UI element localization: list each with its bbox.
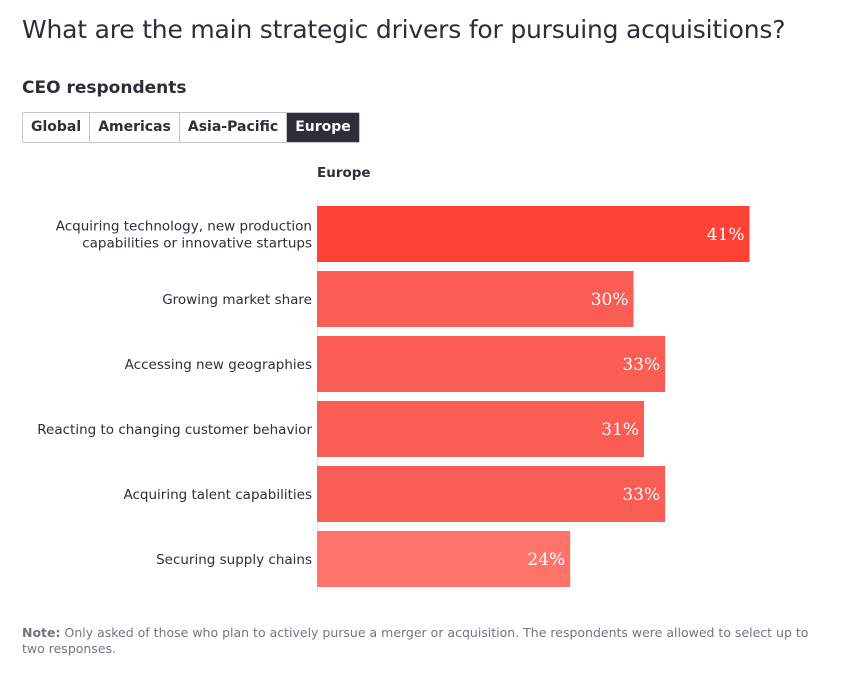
value-label: 24%	[527, 550, 565, 570]
note-text: Only asked of those who plan to actively…	[22, 625, 809, 656]
category-label: Reacting to changing customer behavior	[37, 422, 312, 438]
value-label: 33%	[622, 485, 660, 505]
bar-chart: Europe 41% Acquiring technology, new produ…	[37, 165, 750, 593]
category-label: Growing market share	[162, 292, 312, 308]
chart-title: What are the main strategic drivers for …	[22, 15, 786, 44]
bar	[317, 531, 571, 587]
region-tabs: Global Americas Asia-Pacific Europe	[22, 112, 360, 143]
bar	[317, 336, 666, 392]
tab-europe[interactable]: Europe	[287, 113, 359, 142]
category-label: Securing supply chains	[156, 552, 312, 568]
bar	[317, 206, 750, 262]
category-label: Acquiring talent capabilities	[123, 487, 312, 503]
bar	[317, 271, 634, 327]
bar	[317, 466, 666, 522]
value-label: 31%	[601, 420, 639, 440]
note-label: Note:	[22, 625, 61, 640]
panel-label: Europe	[317, 165, 371, 181]
bar	[317, 401, 645, 457]
chart-note: Note: Only asked of those who plan to ac…	[22, 625, 822, 657]
category-label: capabilities or innovative startups	[82, 236, 312, 252]
tab-americas[interactable]: Americas	[90, 113, 180, 142]
value-label: 41%	[707, 225, 745, 245]
tab-global[interactable]: Global	[23, 113, 91, 142]
category-label: Accessing new geographies	[125, 357, 312, 373]
tab-asia-pacific[interactable]: Asia-Pacific	[180, 113, 288, 142]
category-label: Acquiring technology, new production	[56, 219, 312, 235]
value-label: 33%	[622, 355, 660, 375]
value-label: 30%	[591, 290, 629, 310]
chart-subtitle: CEO respondents	[22, 78, 187, 98]
